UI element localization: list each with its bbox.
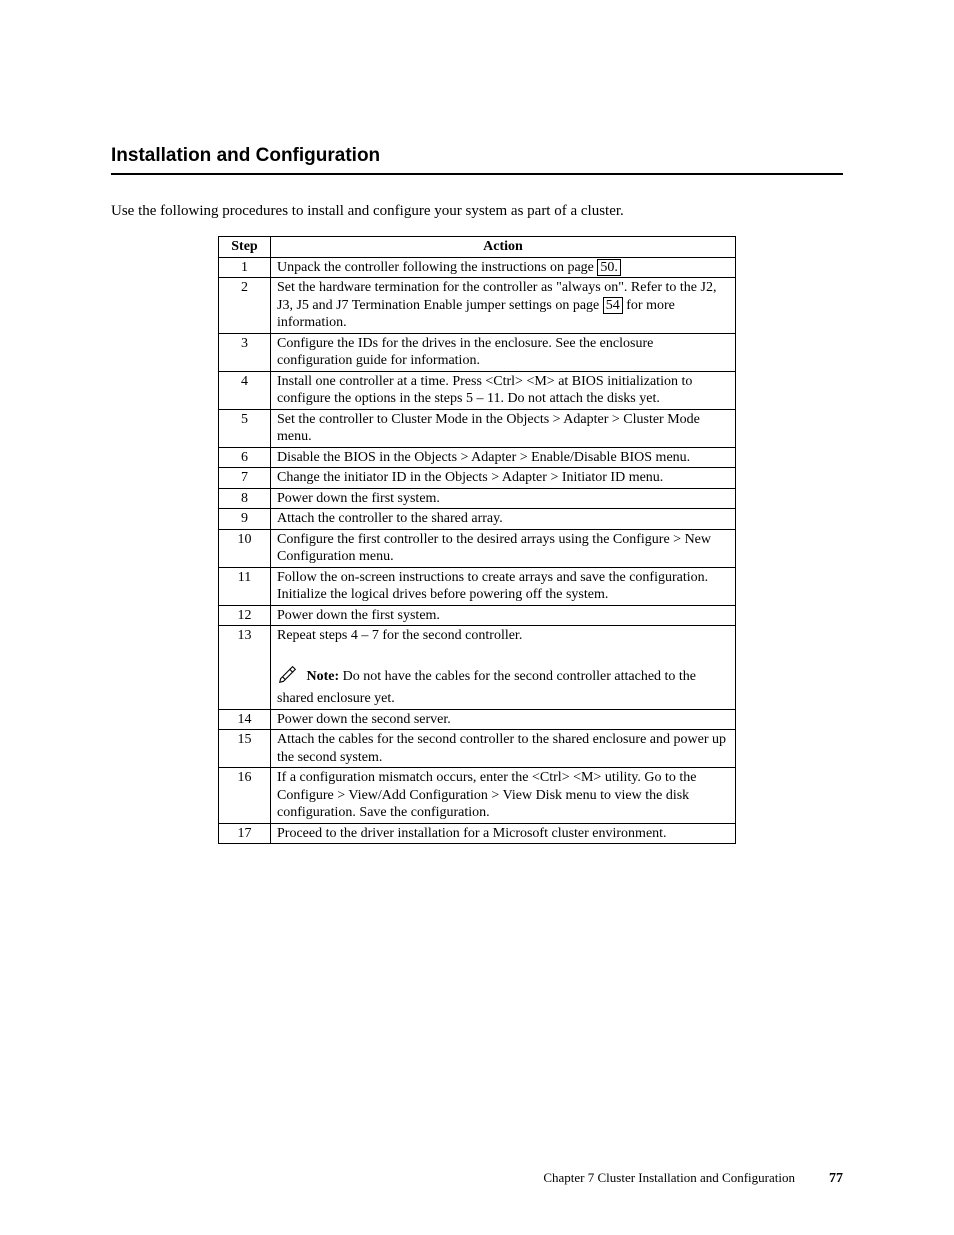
note-spacer [277, 645, 729, 663]
page-content: Installation and Configuration Use the f… [0, 0, 954, 844]
pencil-icon [277, 663, 299, 691]
table-row: 2 Set the hardware termination for the c… [219, 278, 736, 334]
table-header-row: Step Action [219, 237, 736, 258]
table-row: 13 Repeat steps 4 – 7 for the second con… [219, 626, 736, 710]
table-row: 9 Attach the controller to the shared ar… [219, 509, 736, 530]
step-cell: 16 [219, 768, 271, 824]
step-cell: 11 [219, 567, 271, 605]
step-cell: 3 [219, 333, 271, 371]
col-header-action: Action [271, 237, 736, 258]
step-cell: 17 [219, 823, 271, 844]
section-heading: Installation and Configuration [111, 145, 843, 175]
page-link[interactable]: 54 [603, 297, 623, 314]
action-cell: Set the controller to Cluster Mode in th… [271, 409, 736, 447]
step-cell: 10 [219, 529, 271, 567]
action-text-top: Repeat steps 4 – 7 for the second contro… [277, 627, 729, 645]
action-cell: Repeat steps 4 – 7 for the second contro… [271, 626, 736, 710]
step-cell: 6 [219, 447, 271, 468]
action-cell: Install one controller at a time. Press … [271, 371, 736, 409]
action-cell: Disable the BIOS in the Objects > Adapte… [271, 447, 736, 468]
step-cell: 8 [219, 488, 271, 509]
table-row: 6 Disable the BIOS in the Objects > Adap… [219, 447, 736, 468]
table-row: 16 If a configuration mismatch occurs, e… [219, 768, 736, 824]
action-cell: Attach the controller to the shared arra… [271, 509, 736, 530]
table-row: 8 Power down the first system. [219, 488, 736, 509]
action-cell: Power down the second server. [271, 709, 736, 730]
action-cell: Power down the first system. [271, 605, 736, 626]
table-container: Step Action 1 Unpack the controller foll… [111, 236, 843, 844]
step-cell: 2 [219, 278, 271, 334]
step-cell: 15 [219, 730, 271, 768]
action-cell: If a configuration mismatch occurs, ente… [271, 768, 736, 824]
table-row: 10 Configure the first controller to the… [219, 529, 736, 567]
action-cell: Attach the cables for the second control… [271, 730, 736, 768]
note-text: Do not have the cables for the second co… [277, 668, 696, 706]
step-cell: 5 [219, 409, 271, 447]
table-row: 1 Unpack the controller following the in… [219, 257, 736, 278]
step-cell: 13 [219, 626, 271, 710]
action-cell: Configure the first controller to the de… [271, 529, 736, 567]
footer-chapter: Chapter 7 Cluster Installation and Confi… [543, 1170, 795, 1186]
page-footer: Chapter 7 Cluster Installation and Confi… [543, 1170, 843, 1187]
table-row: 11 Follow the on-screen instructions to … [219, 567, 736, 605]
action-cell: Change the initiator ID in the Objects >… [271, 468, 736, 489]
table-row: 17 Proceed to the driver installation fo… [219, 823, 736, 844]
action-cell: Configure the IDs for the drives in the … [271, 333, 736, 371]
table-row: 7 Change the initiator ID in the Objects… [219, 468, 736, 489]
table-row: 4 Install one controller at a time. Pres… [219, 371, 736, 409]
table-row: 12 Power down the first system. [219, 605, 736, 626]
step-cell: 9 [219, 509, 271, 530]
action-cell: Follow the on-screen instructions to cre… [271, 567, 736, 605]
step-cell: 14 [219, 709, 271, 730]
footer-page-number: 77 [829, 1171, 843, 1187]
intro-paragraph: Use the following procedures to install … [111, 203, 843, 220]
action-cell: Set the hardware termination for the con… [271, 278, 736, 334]
page-link[interactable]: 50. [597, 259, 621, 276]
note-block: Note: Do not have the cables for the sec… [277, 663, 729, 708]
table-row: 5 Set the controller to Cluster Mode in … [219, 409, 736, 447]
steps-table: Step Action 1 Unpack the controller foll… [218, 236, 736, 844]
action-text: Unpack the controller following the inst… [277, 260, 597, 275]
step-cell: 4 [219, 371, 271, 409]
note-label: Note: [307, 668, 340, 683]
action-cell: Unpack the controller following the inst… [271, 257, 736, 278]
col-header-step: Step [219, 237, 271, 258]
step-cell: 12 [219, 605, 271, 626]
action-cell: Proceed to the driver installation for a… [271, 823, 736, 844]
table-row: 3 Configure the IDs for the drives in th… [219, 333, 736, 371]
step-cell: 7 [219, 468, 271, 489]
table-row: 15 Attach the cables for the second cont… [219, 730, 736, 768]
step-cell: 1 [219, 257, 271, 278]
table-row: 14 Power down the second server. [219, 709, 736, 730]
action-cell: Power down the first system. [271, 488, 736, 509]
